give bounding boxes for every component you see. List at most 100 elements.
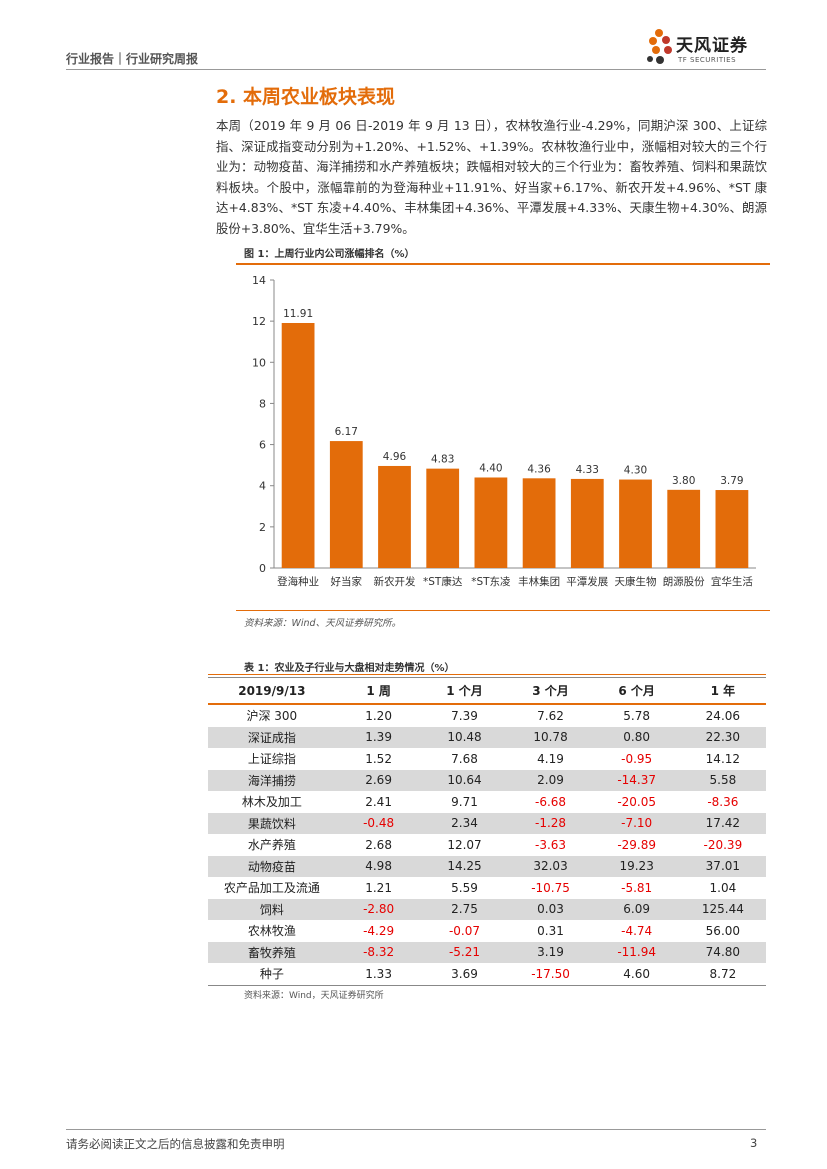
category-label: 平潭发展 <box>566 575 608 588</box>
figure-top-rule <box>236 263 770 265</box>
table-row: 饲料 -2.80 2.75 0.03 6.09 125.44 <box>208 898 766 920</box>
table-cell: -17.50 <box>507 963 594 986</box>
header-3m: 3 个月 <box>507 677 594 705</box>
bar-chart: 0 2 4 6 8 10 12 14 11.91 登海种业 6.17 好当家 4.96 新农开发 4.83 *… <box>252 274 756 588</box>
table-cell: -6.68 <box>535 794 567 809</box>
table-cell: -8.32 <box>335 941 422 963</box>
table-cell: -5.81 <box>621 880 653 895</box>
bar-value-label: 4.33 <box>576 464 599 476</box>
header-1y: 1 年 <box>679 677 766 705</box>
table-cell: 37.01 <box>679 855 766 877</box>
bar-value-label: 4.30 <box>624 465 647 477</box>
row-label: 林木及加工 <box>241 795 302 810</box>
row-label: 饲料 <box>208 898 336 920</box>
y-tick-label: 4 <box>259 480 266 493</box>
table-cell: -20.05 <box>617 794 656 809</box>
y-tick-label: 10 <box>252 356 266 369</box>
bar <box>281 322 315 568</box>
category-label: *ST东凌 <box>471 575 511 588</box>
table-cell: -4.74 <box>621 923 653 938</box>
table-row: 果蔬饮料 -0.48 2.34 -1.28 -7.10 17.42 <box>208 812 766 834</box>
table-cell: 1.04 <box>709 880 737 895</box>
header-1m: 1 个月 <box>421 677 508 705</box>
table-cell: 24.06 <box>705 708 741 723</box>
category-label: *ST康达 <box>423 575 463 588</box>
bar <box>474 477 508 568</box>
row-label: 畜牧养殖 <box>208 941 336 963</box>
section-paragraph: 本周（2019 年 9 月 06 日-2019 年 9 月 13 日），农林牧渔… <box>216 118 767 236</box>
table-cell: 2.09 <box>507 769 594 791</box>
logo-text: 天风证券 <box>676 36 748 56</box>
table-cell: 7.39 <box>451 708 478 723</box>
bar <box>570 478 604 568</box>
category-label: 登海种业 <box>277 575 319 588</box>
footer-divider <box>66 1129 766 1130</box>
table-cell: 74.80 <box>679 941 766 963</box>
bar <box>522 478 556 568</box>
table-cell: 0.31 <box>537 923 564 938</box>
table-cell: 17.42 <box>679 812 766 834</box>
table-cell: 2.75 <box>421 898 508 920</box>
category-label: 丰林集团 <box>518 575 560 588</box>
row-label: 种子 <box>208 963 336 986</box>
bar-value-label: 4.83 <box>431 454 454 466</box>
table-cell: 5.59 <box>451 880 478 895</box>
header-1w: 1 周 <box>335 677 422 705</box>
table-cell: 0.03 <box>507 898 594 920</box>
table-cell: -14.37 <box>593 769 680 791</box>
table-row: 沪深 300 1.20 7.39 7.62 5.78 24.06 <box>208 704 766 727</box>
bar-value-label: 3.80 <box>672 475 695 487</box>
row-label: 沪深 300 <box>246 709 298 724</box>
performance-table: 2019/9/13 1 周 1 个月 3 个月 6 个月 1 年 沪深 300 1… <box>208 677 766 986</box>
category-label: 朗源股份 <box>663 575 705 588</box>
table-cell: 10.48 <box>421 726 508 748</box>
table-cell: 10.64 <box>421 769 508 791</box>
table-cell: 0.80 <box>593 726 680 748</box>
table-cell: -5.21 <box>421 941 508 963</box>
table-cell: 9.71 <box>451 794 478 809</box>
table-cell: 8.72 <box>679 963 766 986</box>
table-cell: 1.39 <box>335 726 422 748</box>
figure-title: 图 1：上周行业内公司涨幅排名（%） <box>244 249 415 260</box>
table-source: 资料来源：Wind，天风证券研究所 <box>244 991 384 1001</box>
table-top-rule <box>208 674 766 675</box>
row-label: 果蔬饮料 <box>208 812 336 834</box>
table-cell: 2.68 <box>365 837 392 852</box>
figure-bottom-rule <box>236 610 770 611</box>
table-cell: -0.07 <box>448 923 481 938</box>
bar-value-label: 4.40 <box>479 462 502 474</box>
table-cell: 4.60 <box>593 963 680 986</box>
bar <box>329 441 363 568</box>
table-cell: 6.09 <box>593 898 680 920</box>
table-cell: -10.75 <box>531 880 570 895</box>
table-title: 表 1：农业及子行业与大盘相对走势情况（%） <box>244 663 455 674</box>
footer-disclaimer: 请务必阅读正文之后的信息披露和免责申明 <box>66 1137 285 1151</box>
y-tick-label: 0 <box>259 562 266 575</box>
bar-value-label: 4.96 <box>383 451 407 463</box>
table-row: 动物疫苗 4.98 14.25 32.03 19.23 37.01 <box>208 855 766 877</box>
bar <box>426 468 460 568</box>
bar <box>378 465 411 568</box>
table-cell: 22.30 <box>679 726 766 748</box>
table-cell: 3.69 <box>421 963 508 986</box>
category-label: 好当家 <box>331 575 363 588</box>
table-header-row: 2019/9/13 1 周 1 个月 3 个月 6 个月 1 年 <box>208 677 766 705</box>
table-cell: 1.33 <box>335 963 422 986</box>
table-row: 农林牧渔 -4.29 -0.07 0.31 -4.74 56.00 <box>208 920 766 942</box>
table-cell: 4.98 <box>335 855 422 877</box>
table-cell: 7.68 <box>451 751 478 766</box>
row-label: 水产养殖 <box>247 838 296 853</box>
table-cell: 19.23 <box>593 855 680 877</box>
table-cell: -1.28 <box>507 812 594 834</box>
figure-source: 资料来源：Wind、天风证券研究所。 <box>244 618 402 629</box>
table-row: 林木及加工 2.41 9.71 -6.68 -20.05 -8.36 <box>208 791 766 813</box>
table-cell: 5.58 <box>679 769 766 791</box>
report-breadcrumb: 行业报告｜行业研究周报 <box>66 52 199 66</box>
bar-value-label: 11.91 <box>283 308 313 320</box>
row-label: 农林牧渔 <box>247 924 296 939</box>
table-cell: 125.44 <box>679 898 766 920</box>
bar <box>715 490 749 568</box>
table-cell: 4.19 <box>537 751 564 766</box>
table-cell: 12.07 <box>447 837 482 852</box>
table-cell: -0.48 <box>335 812 422 834</box>
